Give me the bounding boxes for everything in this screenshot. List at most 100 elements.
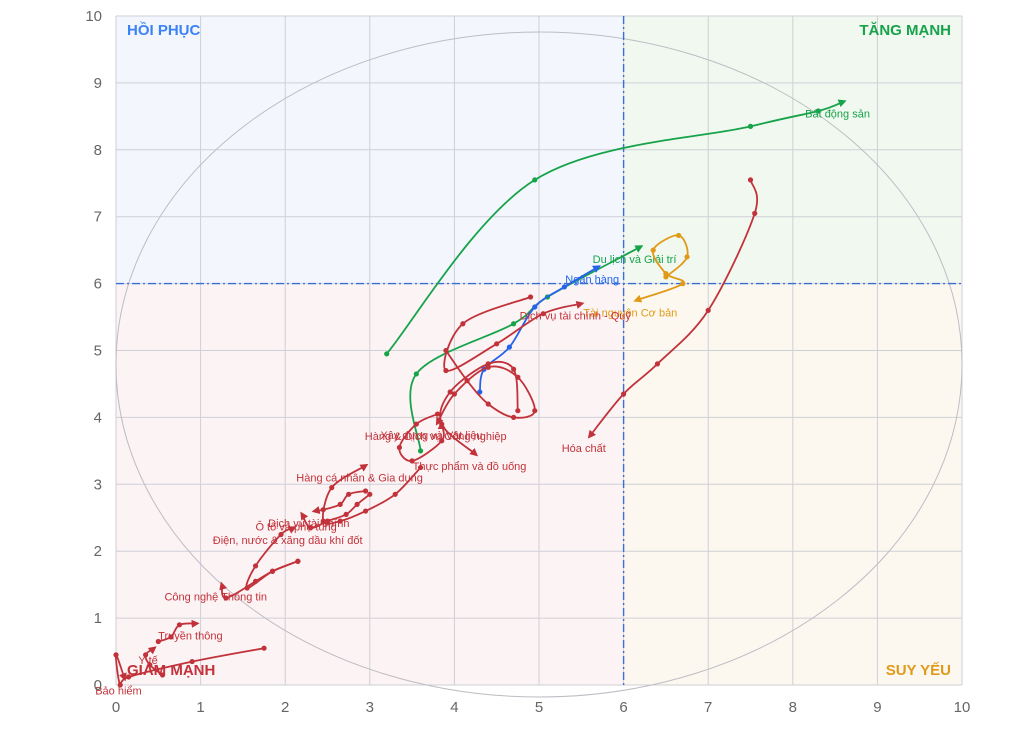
series-point: [252, 578, 259, 584]
y-tick-label: 7: [94, 209, 102, 226]
series-point: [540, 311, 546, 317]
x-tick-label: 8: [789, 699, 797, 716]
series-label: Tài nguyên Cơ bản: [583, 307, 677, 319]
series-label: Y tế: [138, 655, 157, 667]
series-line: [157, 619, 200, 643]
series-label: Hàng cá nhân & Gia dụng: [296, 473, 423, 485]
series-label: Truyền thông: [158, 630, 222, 642]
series-point: [684, 254, 690, 260]
quadrant-labels: HỒI PHỤC TĂNG MẠNH GIẢM MẠNH SUY YẾU: [127, 21, 951, 679]
series-point: [343, 511, 349, 518]
series-point: [396, 444, 403, 451]
x-tick-label: 3: [366, 699, 374, 716]
series-label: Công nghệ Thông tin: [164, 592, 267, 604]
x-tick-label: 0: [112, 699, 120, 716]
series-point: [675, 232, 682, 239]
series-line: [144, 646, 164, 676]
axis-ticks: 0 1 2 3 4 5 6 7 8 9 10 0 1 2 3 4 5 6 7 8 9 10: [85, 8, 970, 716]
series-point: [367, 491, 373, 497]
x-tick-label: 4: [450, 699, 458, 716]
series-label: Bất động sản: [805, 109, 870, 121]
series-point: [324, 518, 331, 524]
series-point: [747, 177, 754, 183]
series-point: [143, 652, 149, 658]
rotation-ellipse: [115, 31, 963, 698]
series-point: [561, 284, 567, 290]
quadrant-label-bottom-left: GIẢM MẠNH: [127, 662, 215, 679]
x-tick-label: 6: [619, 699, 627, 716]
series-tai-nguyen-co-ban: Tài nguyên Cơ bản: [583, 232, 690, 319]
series-point: [680, 281, 686, 287]
series-point: [392, 491, 398, 497]
series-point: [362, 488, 369, 494]
y-tick-label: 9: [94, 75, 102, 92]
series-point: [417, 448, 424, 454]
series-point: [176, 622, 183, 628]
series-point: [527, 294, 534, 300]
series-label: Xây dựng và Vật liệu: [380, 430, 482, 442]
series-hang-dich-vu-cong-nghiep: Hàng & Dịch vụ Công nghiệp: [365, 411, 507, 464]
y-tick-label: 0: [94, 677, 102, 694]
series-layer: Bất động sản Du lịch và Giải trí Tài nguyê…: [95, 99, 870, 697]
series-point: [515, 374, 521, 380]
series-point: [261, 645, 267, 651]
series-point: [443, 347, 449, 354]
series-line: [443, 296, 585, 372]
y-tick-label: 2: [94, 543, 102, 560]
series-point: [278, 531, 284, 538]
series-point: [295, 558, 301, 564]
series-point: [269, 568, 276, 574]
series-xay-dung-va-vat-lieu: Xây dựng và Vật liệu: [380, 347, 538, 442]
series-point: [417, 464, 424, 471]
series-cong-nghe-thong-tin: Công nghệ Thông tin: [164, 558, 301, 604]
series-point: [252, 563, 259, 569]
y-tick-label: 5: [94, 343, 102, 360]
series-point: [650, 247, 656, 253]
series-point: [189, 658, 195, 665]
series-point: [447, 389, 453, 395]
series-point: [346, 491, 352, 497]
series-point: [439, 438, 445, 444]
series-label: Hóa chất: [562, 443, 606, 455]
series-label: Dịch vụ tài chính - Quỹ: [520, 311, 632, 323]
series-label: Thực phẩm và đồ uống: [413, 461, 527, 473]
series-bat-dong-san: Bất động sản: [384, 99, 870, 357]
series-point: [621, 391, 627, 397]
series-point: [409, 458, 415, 464]
x-tick-label: 9: [873, 699, 881, 716]
series-point: [362, 508, 369, 514]
series-point: [223, 595, 229, 601]
quadrant-label-top-right: TĂNG MẠNH: [859, 22, 951, 39]
series-point: [654, 361, 661, 367]
series-point: [320, 507, 326, 513]
series-hang-ca-nhan-gia-dung: Hàng cá nhân & Gia dụng: [296, 463, 424, 525]
series-point: [511, 321, 517, 327]
series-point: [354, 501, 360, 507]
x-tick-label: 5: [535, 699, 543, 716]
x-tick-label: 1: [196, 699, 204, 716]
y-tick-label: 10: [85, 8, 102, 25]
y-tick-label: 8: [94, 142, 102, 159]
quadrant-label-bottom-right: SUY YẾU: [886, 662, 951, 679]
x-tick-label: 2: [281, 699, 289, 716]
series-point: [705, 307, 711, 313]
series-point: [307, 525, 314, 531]
series-label: Bảo hiểm: [95, 685, 141, 697]
series-y-te: Y tế: [138, 646, 166, 678]
y-tick-label: 4: [94, 409, 102, 426]
quadrant-label-top-left: HỒI PHỤC: [127, 21, 201, 39]
series-point: [451, 391, 457, 397]
y-tick-label: 1: [94, 610, 102, 627]
series-point: [532, 177, 538, 183]
series-dich-vu-tai-chinh-quy: Dịch vụ tài chính - Quỹ: [443, 294, 632, 374]
series-point: [413, 421, 419, 427]
rotation-ellipse: [115, 31, 963, 698]
series-point: [117, 682, 123, 688]
series-label: Hàng & Dịch vụ Công nghiệp: [365, 431, 507, 443]
series-point: [815, 108, 821, 114]
series-point: [126, 674, 132, 680]
series-point: [494, 341, 500, 347]
series-point: [159, 672, 166, 678]
series-point: [384, 351, 390, 357]
